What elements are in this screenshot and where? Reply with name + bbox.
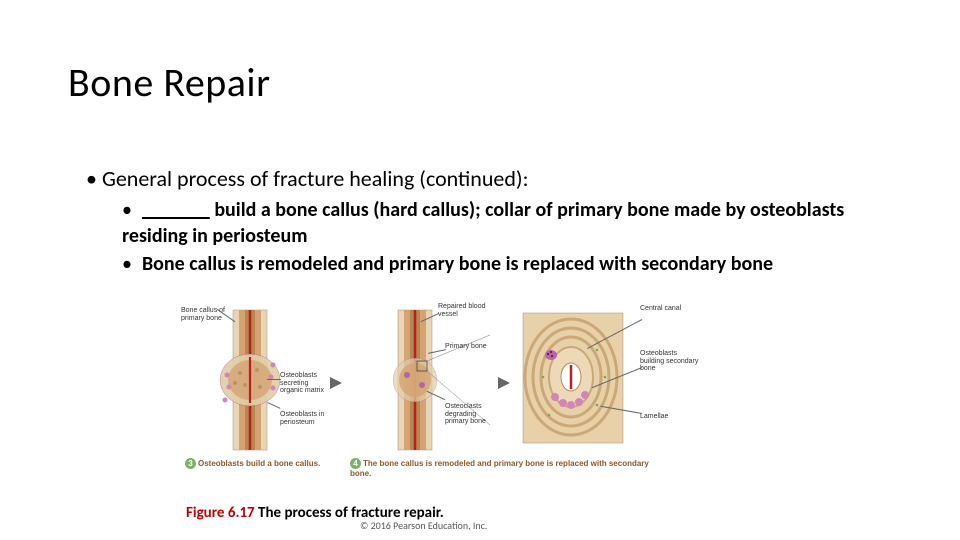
step-number-badge: 3 xyxy=(185,458,196,469)
bone-inset-illustration xyxy=(515,305,635,455)
figure-area: Bone callus of primary bone Osteoblasts … xyxy=(185,305,775,480)
label-osteoclasts-degrading: Osteoclasts degrading primary bone xyxy=(445,403,493,426)
label-osteoblasts-periosteum: Osteoblasts in periosteum xyxy=(280,411,328,426)
bullet-bold-text: Bone callus is remodeled and primary bon… xyxy=(142,252,773,276)
figure-number: Figure 6.17 xyxy=(186,504,255,522)
bullet-level2-b: • Bone callus is remodeled and primary bo… xyxy=(122,251,910,277)
step-number-badge: 4 xyxy=(350,458,361,469)
label-primary-bone: Primary bone xyxy=(445,343,493,351)
copyright-text: © 2016 Pearson Education, Inc. xyxy=(360,519,487,532)
step-3-caption: 3Osteoblasts build a bone callus. xyxy=(185,458,340,469)
bone-illustration-4 xyxy=(350,305,490,455)
label-osteoblasts-secreting: Osteoblasts secreting organic matrix xyxy=(280,372,328,395)
figure-panel-4: Repaired blood vessel Primary bone Osteo… xyxy=(350,305,490,455)
label-lamellae: Lamellae xyxy=(640,413,690,421)
label-repaired-vessel: Repaired blood vessel xyxy=(438,303,486,318)
step-caption-text: Osteoblasts build a bone callus. xyxy=(198,459,320,468)
bullet-bold-text: build a bone callus (hard callus); colla… xyxy=(122,198,844,248)
bullet-dot: • xyxy=(122,198,132,222)
figure-panel-inset xyxy=(515,305,655,455)
figure-panel-3: Bone callus of primary bone Osteoblasts … xyxy=(185,305,325,455)
bullet-dot: • xyxy=(122,252,132,276)
label-central-canal: Central canal xyxy=(640,305,700,313)
figure-panel-inset-labels: Central canal Osteoblasts building secon… xyxy=(640,305,760,455)
arrow-icon xyxy=(498,377,510,389)
bullet-level1: General process of fracture healing (con… xyxy=(86,165,528,192)
step-4-caption: 4The bone callus is remodeled and primar… xyxy=(350,458,650,479)
label-osteoblasts-building: Osteoblasts building secondary bone xyxy=(640,350,700,373)
fill-blank xyxy=(142,198,210,222)
leader-line xyxy=(267,379,281,380)
slide-title: Bone Repair xyxy=(68,58,271,107)
step-caption-text: The bone callus is remodeled and primary… xyxy=(350,459,649,478)
bullet-level2-a: • build a bone callus (hard callus); col… xyxy=(122,197,910,249)
arrow-icon xyxy=(330,377,342,389)
